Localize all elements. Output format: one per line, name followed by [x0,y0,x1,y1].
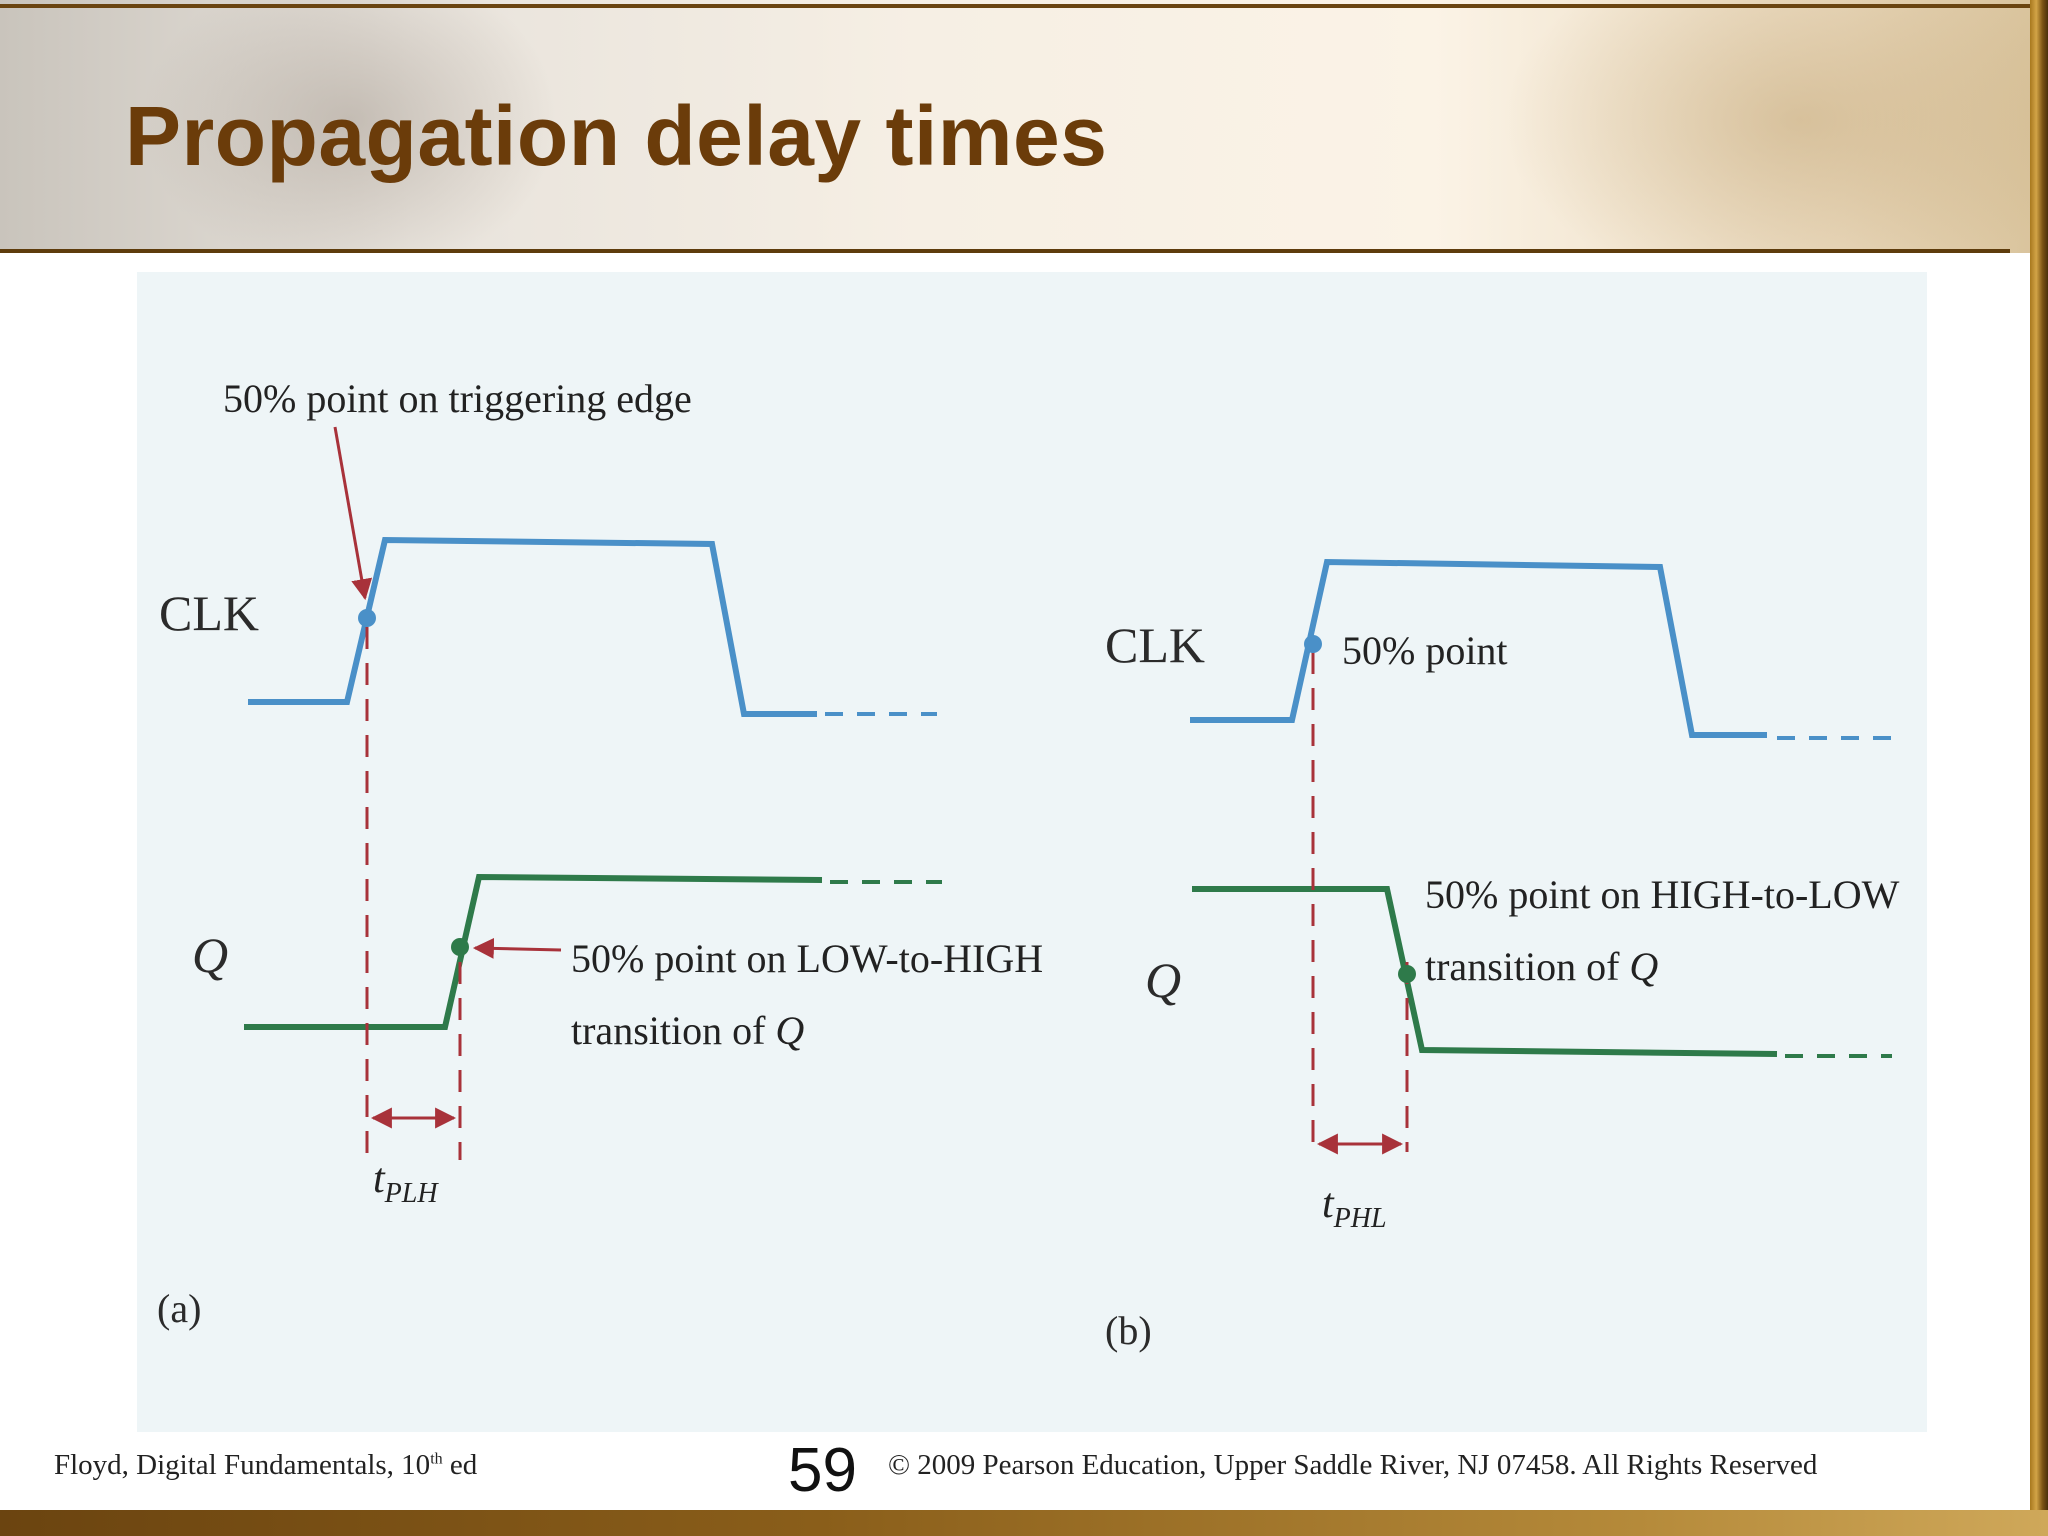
top-rule [0,4,2030,8]
clk-50pct-point-b [1304,635,1322,653]
clk-50pct-point-a [358,609,376,627]
clk-label-b: CLK [1105,617,1205,673]
header-shading [1500,0,2048,253]
timing-figure: CLK Q 50% point on triggering edge 50% p… [137,272,1927,1432]
panel-label-b: (b) [1105,1308,1152,1353]
right-border [2030,0,2048,1510]
footer-source: Floyd, Digital Fundamentals, 10th ed [54,1449,478,1481]
panel-a: CLK Q 50% point on triggering edge 50% p… [157,376,1043,1331]
header-band [0,0,2048,253]
q-annotation-b-line2: transition of Q [1425,944,1658,989]
panel-b: CLK Q 50% point 50% point on HIGH-to-LOW… [1105,558,1900,1353]
clk-annotation-arrow-a [333,426,373,601]
page-number: 59 [788,1436,857,1505]
q-annotation-a-line1: 50% point on LOW-to-HIGH [571,936,1043,981]
q-annotation-b-line1: 50% point on HIGH-to-LOW [1425,872,1900,917]
q-label-b: Q [1145,952,1181,1008]
delay-label-b: tPHL [1322,1181,1387,1234]
panel-label-a: (a) [157,1286,201,1331]
q-50pct-point-b [1398,965,1416,983]
q-annotation-arrow-a [472,937,562,959]
bottom-band [0,1510,2048,1536]
clk-annotation-b: 50% point [1342,628,1508,673]
header-rule [0,249,2010,253]
clk-waveform-a [248,536,817,717]
slide-title: Propagation delay times [125,89,1108,183]
delay-label-a: tPLH [373,1156,439,1209]
timing-diagram: CLK Q 50% point on triggering edge 50% p… [157,376,1900,1353]
clk-annotation-a: 50% point on triggering edge [223,376,692,421]
clk-waveform-b [1190,558,1767,738]
header-shading [140,0,560,253]
q-annotation-a-line2: transition of Q [571,1008,804,1053]
clk-label-a: CLK [159,585,259,641]
q-label-a: Q [192,927,228,983]
q-50pct-point-a [451,938,469,956]
footer-copyright: © 2009 Pearson Education, Upper Saddle R… [888,1449,1818,1481]
